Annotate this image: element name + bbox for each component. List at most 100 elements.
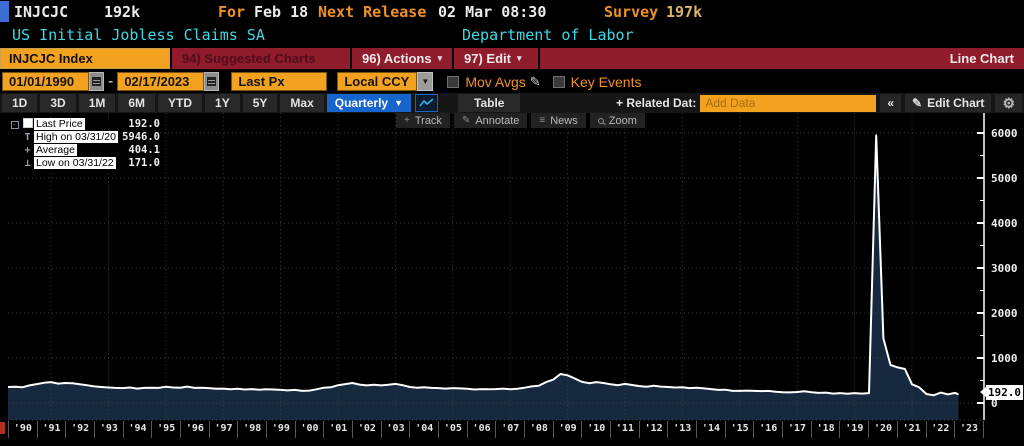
- period-button-3d[interactable]: 3D: [40, 94, 76, 112]
- x-tick-label: '20: [869, 421, 898, 438]
- x-tick-label: '14: [697, 421, 726, 438]
- x-tick-label: '15: [726, 421, 755, 438]
- survey-label: Survey: [604, 3, 659, 21]
- period-button-1y[interactable]: 1Y: [205, 94, 240, 112]
- x-tick-label: '21: [898, 421, 927, 438]
- legend-label: High on 03/31/20: [34, 131, 118, 143]
- price-field-select[interactable]: Last Px: [231, 72, 328, 91]
- x-tick-label: '00: [296, 421, 325, 438]
- x-tick-label: '10: [582, 421, 612, 438]
- pencil-icon[interactable]: ✎: [529, 73, 541, 89]
- y-major-tick: [977, 177, 984, 179]
- series-area-fill: [8, 135, 959, 420]
- x-tick-label: '96: [181, 421, 210, 438]
- x-tick-label: '17: [783, 421, 812, 438]
- period-button-1m[interactable]: 1M: [78, 94, 116, 112]
- window-marker: [0, 1, 9, 22]
- zoom-icon: [597, 117, 604, 124]
- table-button[interactable]: Table: [458, 94, 521, 112]
- related-data-button[interactable]: + Related Dat:: [615, 96, 697, 110]
- suggested-charts-menu[interactable]: 94) Suggested Charts: [172, 48, 350, 69]
- legend-marker-icon: T: [24, 131, 31, 143]
- x-tick-label: '98: [238, 421, 268, 438]
- y-minor-tick: [980, 200, 984, 201]
- x-tick-label: '97: [210, 421, 239, 438]
- y-minor-tick: [980, 380, 984, 381]
- key-events-checkbox[interactable]: [552, 75, 565, 88]
- key-events-label: Key Events: [570, 73, 642, 90]
- settings-button[interactable]: ⚙: [995, 94, 1022, 112]
- period-button-1d[interactable]: 1D: [2, 94, 38, 112]
- period-button-ytd[interactable]: YTD: [158, 94, 203, 112]
- period-button-max[interactable]: Max: [280, 94, 324, 112]
- news-button[interactable]: ≡ News: [531, 113, 586, 128]
- frequency-select[interactable]: Quarterly ▼: [326, 94, 412, 112]
- data-source: Department of Labor: [462, 26, 634, 44]
- x-tick-label: '07: [496, 421, 526, 438]
- series-color-swatch: [21, 117, 34, 131]
- mov-avgs-checkbox[interactable]: [447, 75, 460, 88]
- zoom-button[interactable]: Zoom: [589, 113, 645, 128]
- x-tick-label: '04: [410, 421, 440, 438]
- line-chart-type-button[interactable]: [415, 94, 439, 112]
- legend-row[interactable]: + Average 404.1: [8, 144, 160, 156]
- x-tick-label: '08: [525, 421, 554, 438]
- y-major-tick: [977, 402, 984, 404]
- x-tick-label: '93: [95, 421, 124, 438]
- calendar-icon[interactable]: [204, 72, 220, 91]
- calendar-icon[interactable]: [89, 72, 104, 91]
- date-range-separator: -: [108, 72, 114, 90]
- next-release-value: 02 Mar 08:30: [438, 3, 547, 21]
- x-tick-label: '11: [611, 421, 640, 438]
- edit-chart-button[interactable]: ✎ Edit Chart: [905, 94, 992, 112]
- y-minor-tick: [980, 245, 984, 246]
- x-tick-label: '18: [812, 421, 841, 438]
- line-chart-plot[interactable]: 0 1000 2000 3000 4000 5000 6000 + Track ✎ Annotat…: [0, 113, 1024, 446]
- legend-value: 192.0: [128, 118, 160, 130]
- period-button-6m[interactable]: 6M: [118, 94, 156, 112]
- y-minor-tick: [980, 335, 984, 336]
- track-button[interactable]: + Track: [396, 113, 450, 128]
- track-icon: +: [404, 115, 410, 126]
- legend-value: 404.1: [128, 144, 160, 156]
- legend-row[interactable]: ⊥ Low on 03/31/22 171.0: [8, 157, 160, 169]
- x-tick-label: '06: [468, 421, 497, 438]
- y-tick-label: 6000: [991, 127, 1018, 140]
- legend-expander-icon[interactable]: -: [8, 119, 21, 129]
- x-tick-label: '91: [38, 421, 67, 438]
- ticker: INJCJC: [14, 3, 69, 21]
- collapse-panel-button[interactable]: «: [880, 94, 902, 112]
- edit-menu[interactable]: 97) Edit ▾: [454, 48, 538, 69]
- add-data-input[interactable]: [700, 94, 877, 112]
- x-tick-label: '05: [439, 421, 468, 438]
- legend-row[interactable]: - Last Price 192.0: [8, 117, 160, 131]
- x-tick-label: '22: [927, 421, 956, 438]
- y-tick-label: 1000: [991, 352, 1018, 365]
- period-button-5y[interactable]: 5Y: [242, 94, 278, 112]
- date-to-input[interactable]: 02/17/2023: [117, 72, 205, 91]
- annotate-icon: ✎: [461, 115, 471, 126]
- x-tick-label: '09: [554, 421, 583, 438]
- chart-float-tools: + Track ✎ Annotate ≡ News Zoom: [396, 113, 645, 128]
- y-tick-label: 5000: [991, 172, 1018, 185]
- date-from-input[interactable]: 01/01/1990: [2, 72, 89, 91]
- header: INJCJC 192k For Feb 18 Next Release 02 M…: [0, 0, 1024, 47]
- x-tick-label: '03: [382, 421, 411, 438]
- security-input[interactable]: INJCJC Index: [0, 48, 170, 69]
- legend-row[interactable]: T High on 03/31/20 5946.0: [8, 131, 160, 143]
- x-axis-left-marker: [0, 422, 5, 434]
- x-tick-label: '90: [8, 421, 38, 438]
- legend-value: 5946.0: [122, 131, 160, 143]
- for-value: Feb 18: [254, 3, 309, 21]
- caret-down-icon[interactable]: ▼: [417, 72, 434, 91]
- chart-toolbar: 1D 3D 1M 6M YTD 1Y 5Y Max Quarterly ▼ Table + R…: [0, 93, 1024, 113]
- legend-label: Low on 03/31/22: [34, 157, 116, 169]
- annotate-button[interactable]: ✎ Annotate: [453, 113, 528, 128]
- currency-select[interactable]: Local CCY: [337, 72, 418, 91]
- x-tick-label: '99: [267, 421, 296, 438]
- x-axis-labels: '90'91'92'93'94'95'96'97'98'99'00'01'02 '…: [8, 421, 984, 438]
- x-tick-label: '01: [324, 421, 354, 438]
- line-chart-icon: [419, 98, 434, 107]
- next-release-label: Next Release: [318, 3, 427, 21]
- actions-menu[interactable]: 96) Actions ▾: [352, 48, 452, 69]
